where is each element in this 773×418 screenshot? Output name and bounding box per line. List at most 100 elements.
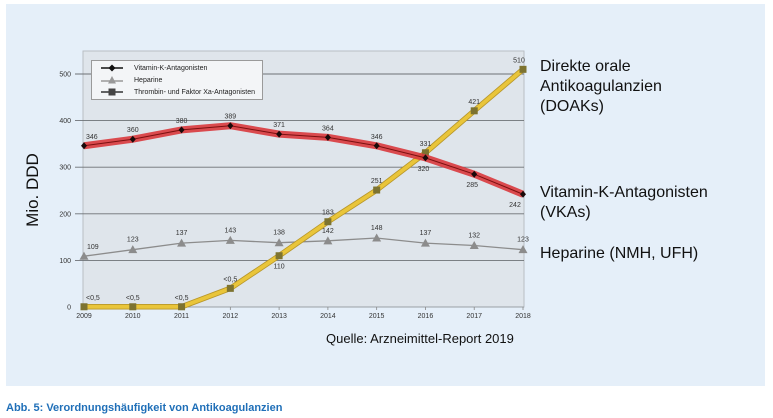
y-axis-ticks: 0 100 200 300 400 500: [59, 72, 71, 312]
legend-vka-diamond-icon: [101, 64, 123, 72]
point-vka: [81, 142, 87, 150]
point-heparine: [128, 245, 138, 254]
point-heparine: [225, 235, 235, 244]
point-doak: [275, 252, 283, 260]
side-label-vka: Vitamin-K-Antagonisten (VKAs): [540, 183, 708, 223]
figure-caption: Abb. 5: Verordnungshäufigkeit von Antiko…: [6, 402, 283, 414]
data-label-doak: <0,5: [86, 295, 100, 302]
point-doak: [470, 107, 478, 115]
point-doak: [373, 186, 381, 194]
source-note: Quelle: Arzneimittel-Report 2019: [326, 331, 514, 346]
x-tick-label: 2009: [76, 313, 92, 320]
data-label-doak: 510: [513, 57, 525, 64]
side-label-heparine: Heparine (NMH, UFH): [540, 244, 698, 264]
point-vka: [276, 130, 283, 138]
y-tick-label: 0: [67, 305, 71, 312]
data-label-vka: 389: [224, 114, 236, 121]
data-label-doak: 421: [468, 99, 480, 106]
data-label-vka: 346: [86, 134, 98, 141]
point-doak: [129, 303, 137, 311]
point-vka: [422, 154, 429, 162]
data-label-heparine: 132: [468, 232, 480, 239]
point-doak: [421, 149, 429, 157]
legend-doak-square-icon: [101, 88, 123, 96]
side-label-line: (DOAKs): [540, 98, 604, 115]
point-heparine: [518, 245, 528, 254]
data-label-heparine: 143: [224, 227, 236, 234]
point-doak: [178, 303, 186, 311]
y-tick-label: 300: [59, 165, 71, 172]
data-label-doak: 331: [420, 141, 432, 148]
data-label-heparine: 123: [517, 237, 529, 244]
y-tick-label: 400: [59, 118, 71, 125]
x-tick-label: 2017: [466, 313, 482, 320]
data-label-doak: 251: [371, 178, 383, 185]
side-label-line: Antikoagulanzien: [540, 78, 662, 95]
data-label-doak: 110: [274, 264, 285, 271]
data-label-vka: 380: [176, 118, 188, 125]
data-label-heparine: 142: [322, 228, 334, 235]
x-tick-label: 2015: [369, 313, 385, 320]
chart-legend: Vitamin-K-Antagonisten Heparine Thrombin…: [91, 60, 263, 100]
x-axis-ticks: 2009 2010 2011 2012 2013 2014 2015 2016 2017 2018: [76, 307, 531, 320]
data-label-doak: <0,5: [175, 295, 189, 302]
side-label-line: (VKAs): [540, 204, 591, 221]
legend-label: Heparine: [134, 76, 163, 84]
data-label-vka: 285: [466, 182, 478, 189]
x-tick-label: 2012: [223, 313, 239, 320]
legend-heparine-triangle-icon: [101, 76, 123, 84]
series-layer: [79, 65, 528, 311]
y-tick-label: 100: [59, 258, 71, 265]
data-label-doak: <0,5: [126, 295, 140, 302]
x-tick-label: 2018: [515, 313, 531, 320]
series-line-doak: [84, 67, 525, 309]
point-heparine: [469, 240, 479, 249]
side-label-doak: Direkte orale Antikoagulanzien (DOAKs): [540, 57, 662, 117]
data-label-vka: 242: [509, 202, 521, 209]
point-doak: [226, 284, 234, 292]
side-label-line: Heparine (NMH, UFH): [540, 245, 699, 262]
x-tick-label: 2013: [271, 313, 287, 320]
point-vka: [227, 122, 234, 130]
data-label-doak: 183: [322, 210, 334, 217]
data-label-vka: 346: [371, 134, 383, 141]
data-label-doak: <0,5: [223, 276, 237, 283]
data-label-heparine: 148: [371, 225, 383, 232]
legend-label: Thrombin- und Faktor Xa-Antagonisten: [134, 88, 256, 96]
data-label-heparine: 123: [127, 237, 139, 244]
legend-item-heparine: Heparine: [100, 74, 162, 86]
data-label-heparine: 137: [420, 230, 432, 237]
y-axis-label: Mio. DDD: [23, 153, 42, 227]
x-tick-label: 2010: [125, 313, 141, 320]
point-heparine: [372, 233, 382, 242]
point-vka: [129, 135, 136, 143]
side-label-line: Vitamin-K-Antagonisten: [540, 184, 708, 201]
point-heparine: [177, 238, 187, 247]
point-vka: [178, 126, 185, 134]
y-tick-label: 500: [59, 72, 71, 79]
side-label-line: Direkte orale: [540, 58, 631, 75]
data-label-heparine: 138: [273, 230, 285, 237]
point-doak: [80, 303, 88, 311]
point-heparine: [79, 251, 89, 260]
series-line-vka: [83, 125, 524, 195]
x-tick-label: 2011: [174, 313, 189, 320]
legend-item-vka: Vitamin-K-Antagonisten: [100, 62, 207, 74]
data-label-heparine: 109: [87, 244, 99, 251]
point-heparine: [420, 238, 430, 247]
point-doak: [519, 65, 527, 73]
data-label-vka: 360: [127, 127, 139, 134]
data-labels: 346 360 380 389 371 364 346 320 285 242 109 123 137 1…: [86, 57, 529, 301]
data-label-heparine: 137: [176, 230, 188, 237]
point-doak: [324, 218, 332, 226]
point-heparine: [274, 238, 284, 247]
point-vka: [373, 142, 380, 150]
point-vka: [324, 133, 331, 141]
point-vka: [520, 190, 526, 198]
data-label-vka: 371: [273, 122, 285, 129]
data-label-vka: 320: [418, 166, 430, 173]
data-label-vka: 364: [322, 125, 334, 132]
legend-label: Vitamin-K-Antagonisten: [134, 64, 208, 72]
y-tick-label: 200: [59, 211, 71, 218]
legend-item-doak: Thrombin- und Faktor Xa-Antagonisten: [100, 86, 255, 98]
